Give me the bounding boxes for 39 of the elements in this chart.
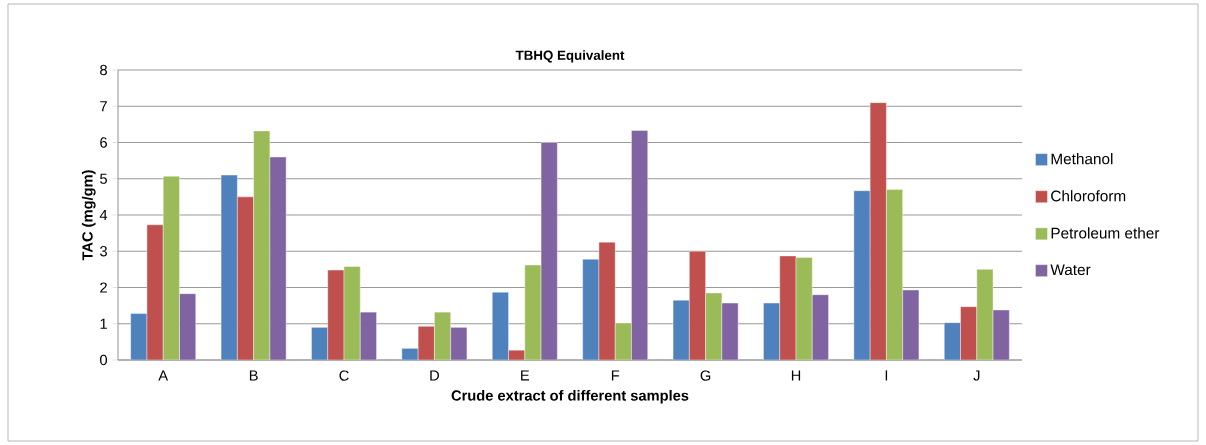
x-tick-label: H: [791, 370, 801, 381]
bar: [902, 289, 920, 360]
x-tick-label: A: [158, 370, 169, 381]
y-tick-label: 2: [100, 282, 107, 293]
bar: [869, 102, 887, 360]
x-tick-label: G: [700, 370, 711, 381]
x-tick-label: F: [611, 370, 620, 381]
y-tick-label: 3: [100, 246, 107, 257]
bar: [237, 196, 254, 360]
x-axis-title: Crude extract of different samples: [451, 389, 689, 404]
x-tick-label: I: [885, 370, 888, 381]
bar: [689, 251, 706, 360]
bar: [779, 255, 797, 360]
bar: [631, 130, 648, 360]
x-tick-label: J: [973, 370, 980, 381]
y-tick-label: 0: [100, 354, 108, 366]
bar: [146, 224, 164, 360]
chart-title: TBHQ Equivalent: [515, 50, 625, 63]
bar: [540, 142, 558, 360]
x-tick-label: D: [430, 370, 439, 381]
y-tick-label: 7: [100, 101, 107, 112]
y-tick-label: 8: [100, 64, 107, 76]
bar: [327, 269, 345, 360]
y-tick-label: 5: [100, 173, 107, 184]
y-tick-label: 1: [100, 318, 107, 329]
y-tick-label: 4: [99, 209, 108, 221]
bar: [960, 306, 977, 360]
bar: [812, 294, 829, 360]
y-tick-label: 6: [100, 137, 107, 148]
legend-label: Petroleum ether: [1051, 227, 1160, 239]
y-axis-title: TAC (mg/gm): [81, 170, 96, 261]
legend-label: Chloroform: [1051, 190, 1126, 202]
bar: [179, 293, 196, 360]
x-tick-label: C: [339, 370, 349, 381]
legend-label: Water: [1050, 264, 1091, 276]
x-tick-label: B: [249, 370, 258, 381]
x-tick-label: E: [521, 370, 530, 381]
bar: [598, 241, 616, 360]
legend-label: Methanol: [1051, 153, 1113, 165]
